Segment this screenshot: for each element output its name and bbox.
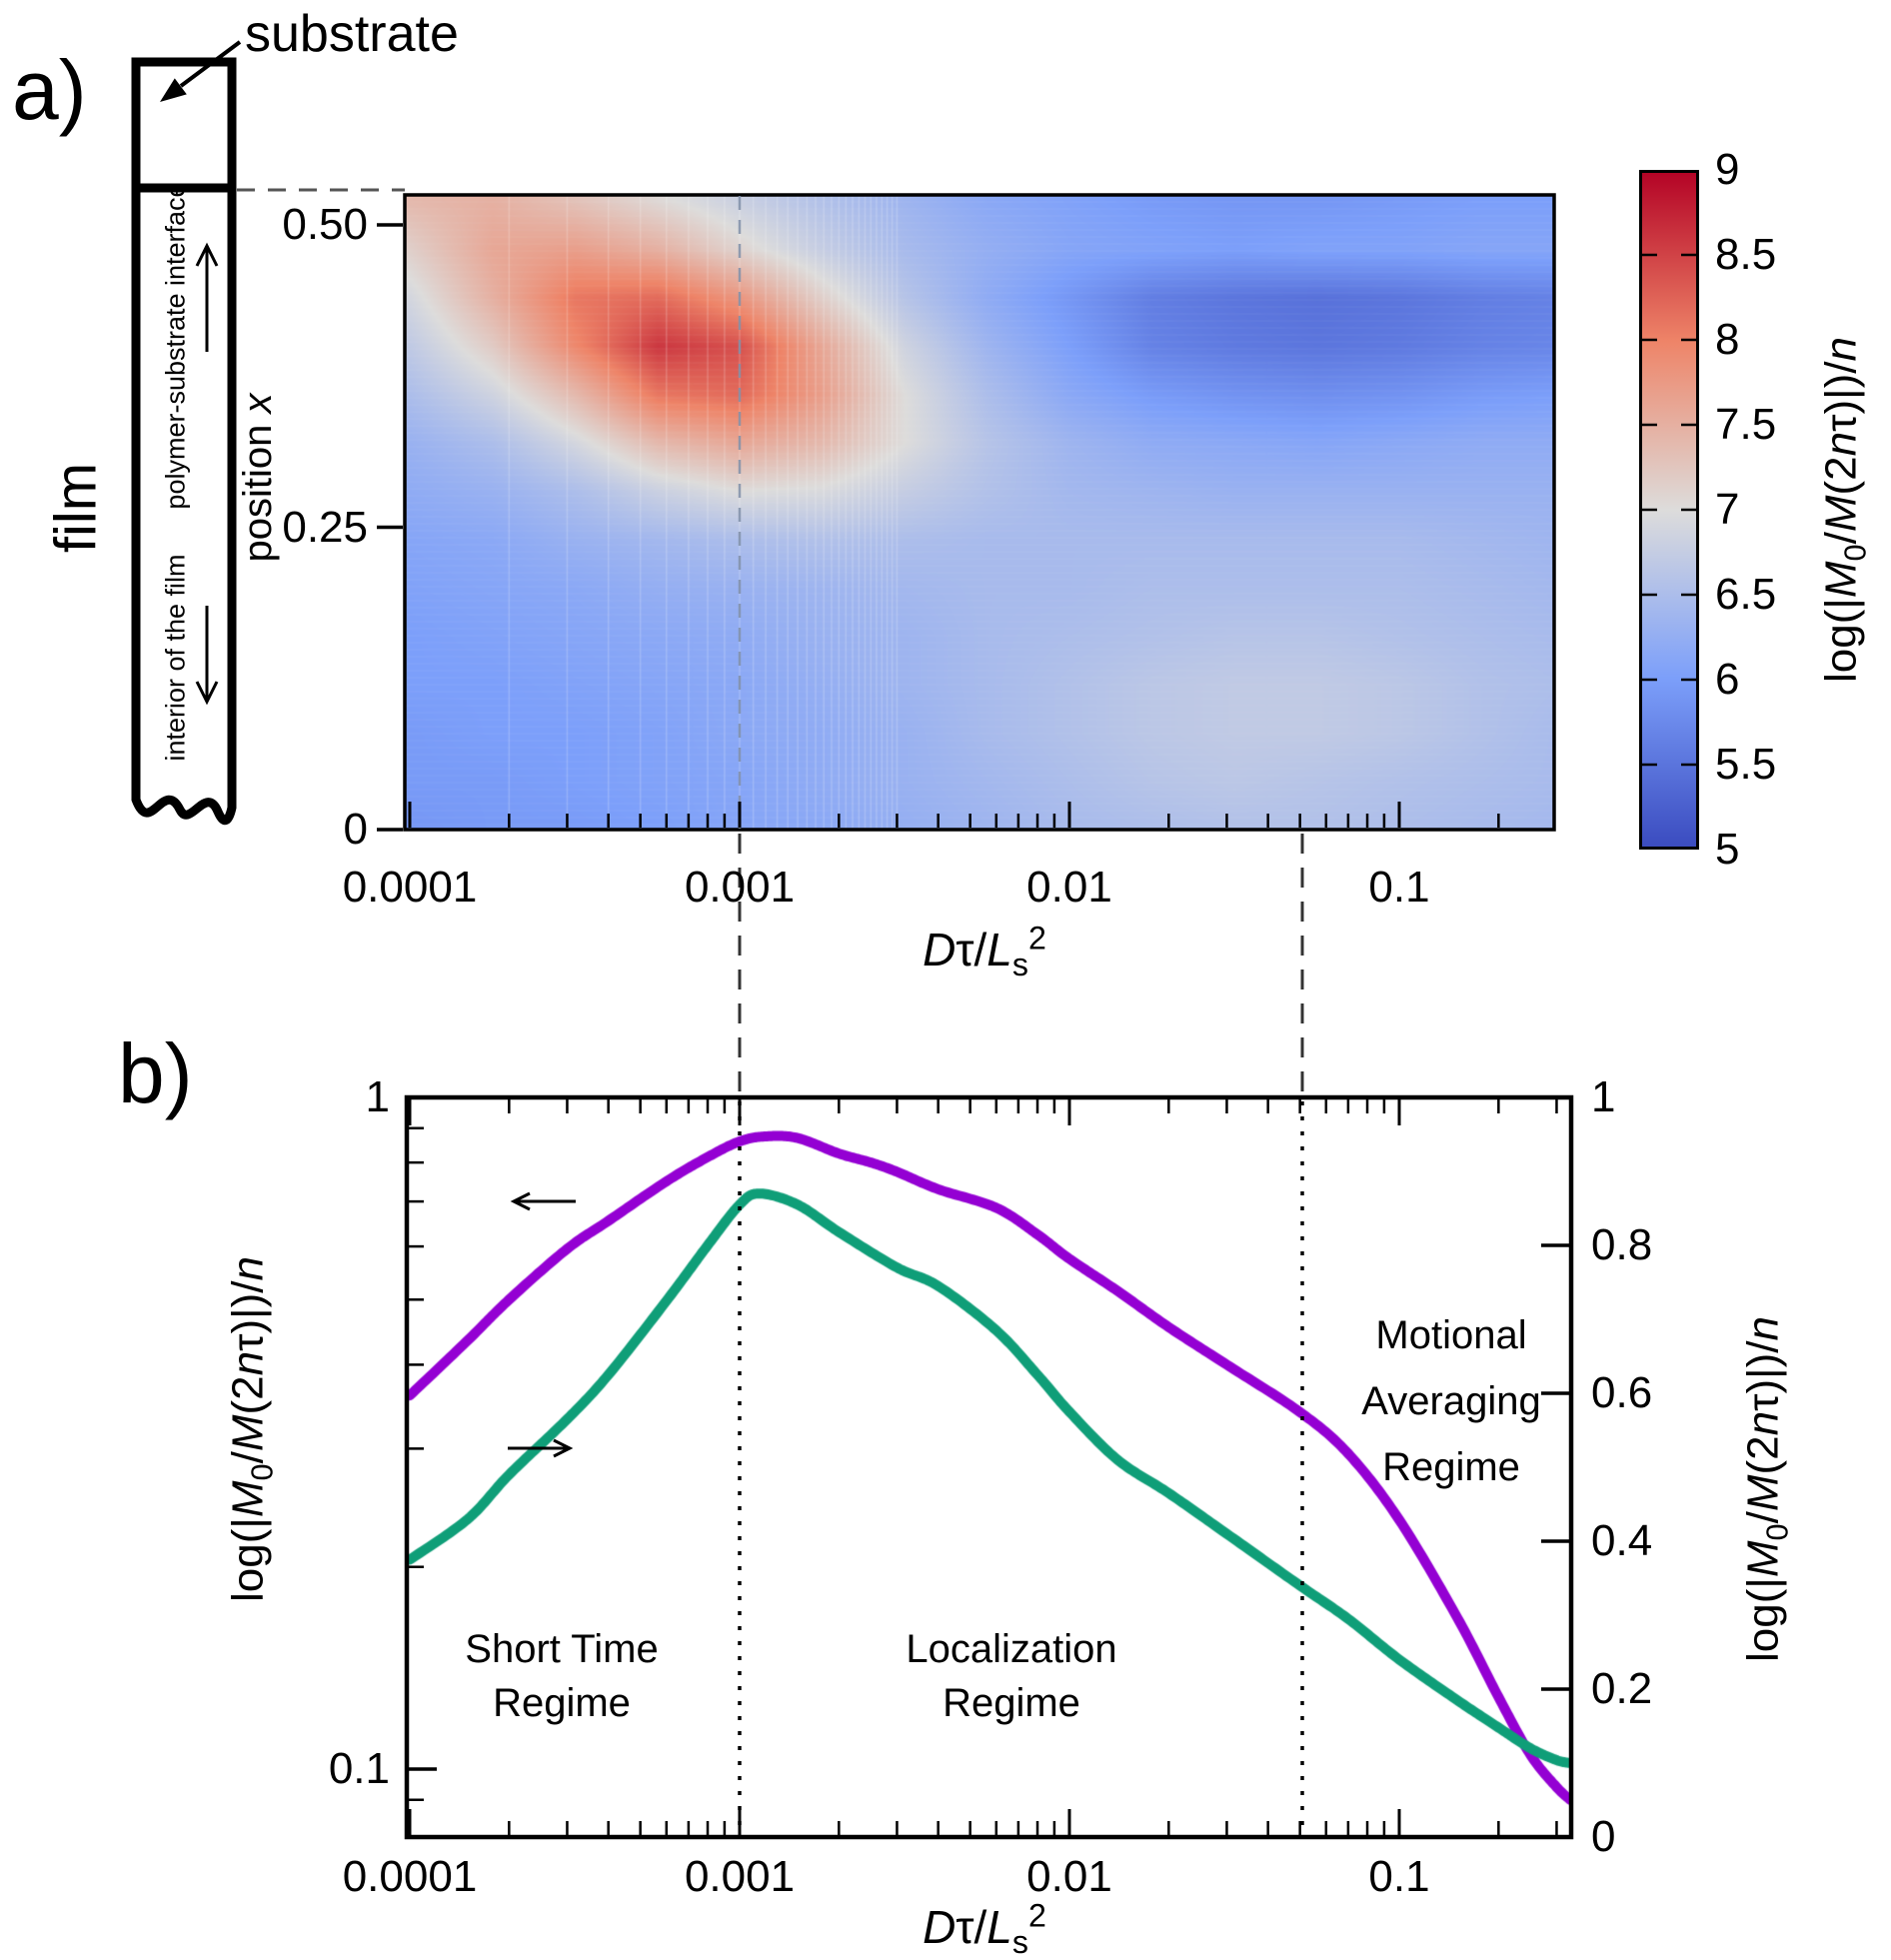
colorbar-tick-label: 6.5 bbox=[1715, 570, 1777, 619]
heatmap-x-tick-label: 0.01 bbox=[1026, 863, 1112, 912]
heatmap-x-axis-label: Dτ/Ls2 bbox=[923, 920, 1046, 983]
interior-label: interior of the film bbox=[160, 554, 191, 762]
heatmap-x-tick-label: 0.1 bbox=[1368, 863, 1430, 912]
line-plot-left-tick-label: 0.1 bbox=[328, 1744, 390, 1793]
film-box bbox=[131, 188, 237, 826]
interface-label: polymer-substrate interface bbox=[160, 182, 191, 510]
heatmap-y-tick-label: 0.25 bbox=[282, 502, 368, 552]
interior-down-arrow-head bbox=[195, 681, 219, 706]
left-axis-arrow-head bbox=[510, 1191, 531, 1211]
short-time-regime-label: Regime bbox=[493, 1681, 631, 1725]
heatmap-y-tick-label: 0 bbox=[343, 805, 368, 854]
substrate-arrow-line bbox=[179, 40, 242, 88]
colorbar-tick-label: 6 bbox=[1715, 655, 1740, 704]
line-plot-x-tick-label: 0.1 bbox=[1368, 1852, 1430, 1901]
motional-averaging-regime-label: Regime bbox=[1382, 1445, 1520, 1489]
colorbar-tick-label: 8.5 bbox=[1715, 230, 1777, 279]
substrate-label: substrate bbox=[245, 5, 459, 63]
colorbar-tick-label: 8 bbox=[1715, 315, 1740, 364]
substrate-box bbox=[131, 57, 237, 193]
line-plot-right-tick-label: 1 bbox=[1591, 1072, 1616, 1121]
motional-averaging-regime-label: Averaging bbox=[1361, 1379, 1541, 1423]
panel-b-tag: b) bbox=[118, 1026, 193, 1120]
line-plot-right-tick-label: 0.4 bbox=[1591, 1516, 1653, 1565]
line-plot-x-tick-label: 0.001 bbox=[684, 1852, 796, 1901]
localization-regime-label: Localization bbox=[906, 1627, 1117, 1671]
heatmap-y-tick-label: 0.50 bbox=[282, 200, 368, 249]
line-plot-right-tick-label: 0 bbox=[1591, 1812, 1616, 1861]
right-axis-arrow-head bbox=[553, 1438, 574, 1458]
line-plot-right-tick-label: 0.6 bbox=[1591, 1368, 1653, 1417]
line-plot-x-axis-label: Dτ/Ls2 bbox=[923, 1897, 1046, 1960]
line-plot-x-tick-label: 0.0001 bbox=[342, 1852, 478, 1901]
localization-regime-label: Regime bbox=[943, 1681, 1080, 1725]
line-plot-right-tick-label: 0.2 bbox=[1591, 1664, 1653, 1713]
colorbar-tick-label: 5.5 bbox=[1715, 740, 1777, 789]
colorbar-ticks bbox=[1641, 253, 1697, 767]
motional-averaging-regime-label: Motional bbox=[1375, 1313, 1527, 1357]
line-plot-ticks bbox=[408, 1095, 1569, 1839]
heatmap-x-tick-label: 0.0001 bbox=[342, 863, 478, 912]
line-plot-left-tick-label: 1 bbox=[365, 1072, 390, 1121]
substrate-arrow-head bbox=[160, 78, 187, 102]
interface-up-arrow-head bbox=[195, 242, 219, 267]
line-plot bbox=[407, 1097, 1571, 1837]
heatmap-ticks bbox=[377, 223, 1500, 832]
film-label: film bbox=[43, 462, 109, 554]
colorbar-tick-label: 7.5 bbox=[1715, 400, 1777, 449]
colorbar-label: log(|M0/M(2nτ)|)/n bbox=[1816, 337, 1873, 683]
line-plot-left-axis-label: log(|M0/M(2nτ)|)/n bbox=[223, 1256, 280, 1602]
heatmap-y-axis-label: position x bbox=[236, 393, 280, 563]
line-plot-right-tick-label: 0.8 bbox=[1591, 1220, 1653, 1269]
heatmap-frame bbox=[403, 193, 1556, 832]
colorbar-tick-label: 5 bbox=[1715, 825, 1740, 874]
colorbar-tick-label: 7 bbox=[1715, 485, 1740, 534]
heatmap bbox=[405, 195, 1554, 830]
line-plot-x-tick-label: 0.01 bbox=[1026, 1852, 1112, 1901]
heatmap-x-tick-label: 0.001 bbox=[684, 863, 796, 912]
line-plot-frame bbox=[404, 1094, 1574, 1840]
line-plot-right-axis-label: log(|M0/M(2nτ)|)/n bbox=[1738, 1316, 1795, 1662]
panel-a-tag: a) bbox=[12, 43, 87, 137]
short-time-regime-label: Short Time bbox=[465, 1627, 659, 1671]
colorbar-tick-label: 9 bbox=[1715, 145, 1740, 194]
